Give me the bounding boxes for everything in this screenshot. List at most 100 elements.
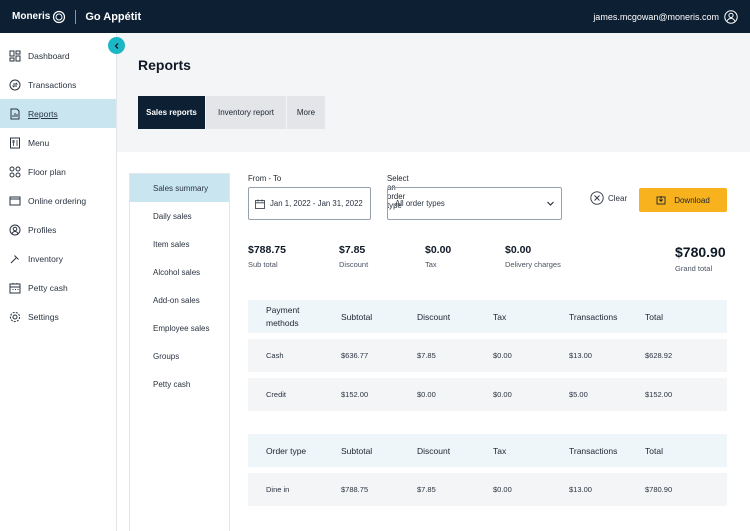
sidebar: Dashboard Transactions Reports Menu Floo… [0,33,117,531]
discount-label: Discount [339,260,369,269]
sidebar-item-label: Settings [28,311,59,322]
settings-icon [9,311,21,322]
table-cell: $0.00 [493,390,512,399]
grand-total-value: $780.90 [675,244,726,260]
chevron-down-icon [547,201,554,206]
sidebar-item-settings[interactable]: Settings [0,302,116,331]
table-cell: $7.85 [417,351,436,360]
profiles-icon [9,224,21,235]
sidebar-item-inventory[interactable]: Inventory [0,244,116,273]
column-header: Total [645,311,663,322]
summary-tax: $0.00 Tax [425,244,451,269]
petty-cash-icon [9,282,21,293]
sidebar-item-petty-cash[interactable]: Petty cash [0,273,116,302]
table-header: Order type Subtotal Discount Tax Transac… [248,434,727,467]
delivery-label: Delivery charges [505,260,561,269]
column-header: Payment methods [266,304,300,328]
sidebar-item-label: Online ordering [28,195,87,206]
subnav-item-sales-summary[interactable]: Sales summary [130,174,229,202]
column-header: Tax [493,311,507,322]
sidebar-item-label: Petty cash [28,282,68,293]
summary-grand-total: $780.90 Grand total [675,244,726,273]
dashboard-icon [9,50,21,61]
subnav-item-alcohol-sales[interactable]: Alcohol sales [153,267,201,277]
column-header: Order type [266,445,307,456]
brand[interactable]: Moneris Go Appétit [0,9,142,24]
order-type-filter: Select an order type All order types [387,174,562,220]
table-cell: $0.00 [493,485,512,494]
transactions-icon [9,79,21,90]
report-subnav: Sales summary Daily sales Item sales Alc… [129,173,230,531]
sidebar-item-label: Transactions [28,79,77,90]
sidebar-item-floor-plan[interactable]: Floor plan [0,157,116,186]
summary-subtotal: $788.75 Sub total [248,244,286,269]
tab-sales-reports[interactable]: Sales reports [138,96,205,129]
table-row: Cash $636.77 $7.85 $0.00 $13.00 $628.92 [248,339,727,372]
order-type-select[interactable]: All order types [387,187,562,220]
user-menu[interactable]: james.mcgowan@moneris.com [593,9,750,24]
sidebar-item-profiles[interactable]: Profiles [0,215,116,244]
subnav-item-groups[interactable]: Groups [153,351,180,361]
user-avatar-icon[interactable] [724,9,738,24]
date-range-input[interactable]: Jan 1, 2022 - Jan 31, 2022 [248,187,371,220]
page-title: Reports [138,57,191,73]
subnav-item-item-sales[interactable]: Item sales [153,239,190,249]
column-header: Tax [493,445,507,456]
column-header: Transactions [569,311,618,322]
download-label: Download [674,195,710,205]
table-header: Payment methods Subtotal Discount Tax Tr… [248,300,727,333]
page-header: Reports Sales reports Inventory report M… [117,33,750,152]
sidebar-item-menu[interactable]: Menu [0,128,116,157]
column-header: Subtotal [341,445,373,456]
subtotal-label: Sub total [248,260,278,269]
table-row: Dine in $788.75 $7.85 $0.00 $13.00 $780.… [248,473,727,506]
sidebar-item-reports[interactable]: Reports [0,99,116,128]
download-button[interactable]: Download [639,188,727,212]
online-ordering-icon [9,196,21,205]
order-type-table: Order type Subtotal Discount Tax Transac… [248,434,727,506]
column-header: Subtotal [341,311,373,322]
sidebar-item-label: Inventory [28,253,63,264]
table-cell: $152.00 [341,390,369,399]
column-header: Transactions [569,445,618,456]
date-range-label: From - To [248,174,282,183]
brand-divider [75,9,77,24]
table-cell: $780.90 [645,485,673,494]
sidebar-item-dashboard[interactable]: Dashboard [0,41,116,70]
sidebar-item-label: Dashboard [28,50,70,61]
subnav-item-employee-sales[interactable]: Employee sales [153,323,210,333]
subtotal-value: $788.75 [248,244,286,256]
floor-plan-icon [9,166,21,177]
tab-more[interactable]: More [287,96,325,129]
table-cell: $636.77 [341,351,369,360]
discount-value: $7.85 [339,244,366,256]
sidebar-item-label: Floor plan [28,166,66,177]
sidebar-item-online-ordering[interactable]: Online ordering [0,186,116,215]
inventory-icon [10,254,19,263]
subnav-item-petty-cash[interactable]: Petty cash [153,379,191,389]
sidebar-item-label: Reports [28,108,58,119]
report-filters: From - To Jan 1, 2022 - Jan 31, 2022 Sel… [248,174,562,220]
reports-icon [10,108,20,119]
clear-button[interactable]: Clear [590,191,627,205]
subnav-item-add-on-sales[interactable]: Add-on sales [153,295,200,305]
delivery-value: $0.00 [505,244,532,256]
table-cell: $788.75 [341,485,369,494]
column-header: Discount [417,311,451,322]
close-circle-icon [590,191,604,205]
table-cell: $0.00 [493,351,512,360]
table-cell: Credit [266,390,287,399]
table-cell: Dine in [266,485,290,494]
table-cell: $13.00 [569,351,592,360]
report-content: Sales summary Daily sales Item sales Alc… [117,152,750,531]
app-name: Go Appétit [85,10,142,23]
sidebar-item-transactions[interactable]: Transactions [0,70,116,99]
column-header: Discount [417,445,451,456]
tab-inventory-report[interactable]: Inventory report [206,96,286,129]
date-range-value: Jan 1, 2022 - Jan 31, 2022 [270,199,363,208]
menu-icon [10,137,20,148]
sidebar-collapse-button[interactable] [108,37,125,54]
brand-name: Moneris [12,11,51,22]
subnav-item-daily-sales[interactable]: Daily sales [153,211,192,221]
table-cell: $152.00 [645,390,673,399]
